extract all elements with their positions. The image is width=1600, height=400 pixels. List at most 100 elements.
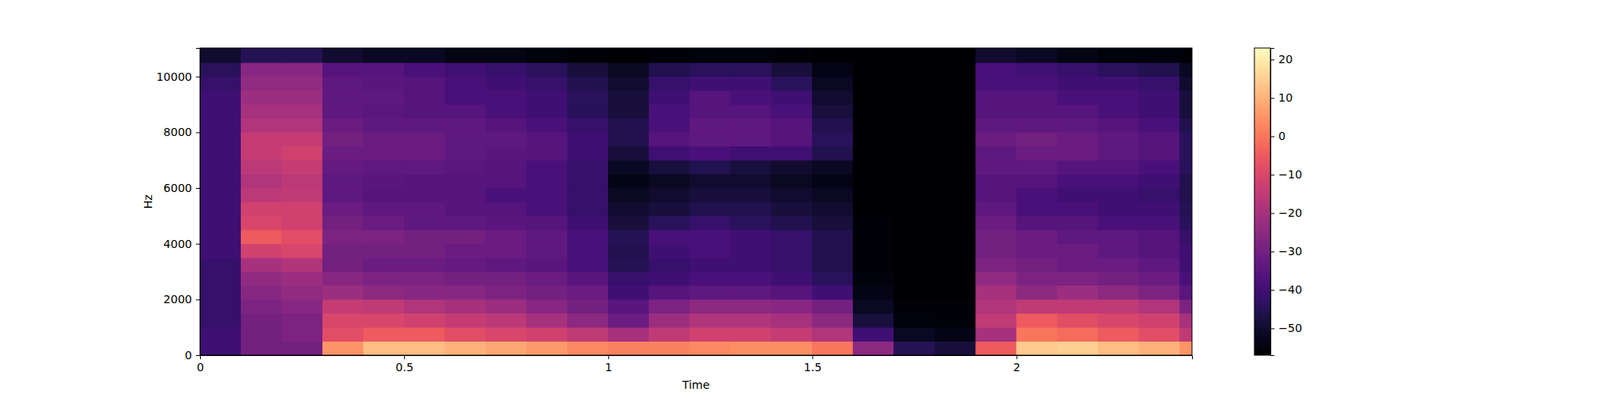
cell <box>608 201 649 216</box>
cell <box>567 160 608 174</box>
cell <box>1057 188 1099 202</box>
cell <box>893 48 935 63</box>
cell <box>608 216 649 230</box>
cell <box>404 216 445 230</box>
cell <box>485 76 527 91</box>
cell <box>526 272 568 286</box>
tick: 10 <box>1270 91 1293 104</box>
cell <box>1098 272 1140 286</box>
cell <box>852 118 894 132</box>
cell <box>322 132 364 146</box>
cell <box>608 257 649 272</box>
cell <box>1016 104 1058 119</box>
cell <box>976 132 1017 146</box>
cell <box>608 104 649 119</box>
cell <box>567 188 608 202</box>
cell <box>1139 104 1180 119</box>
cell <box>526 118 568 132</box>
cell <box>200 327 241 341</box>
cell <box>1098 118 1140 132</box>
cell <box>935 299 976 313</box>
cell <box>1057 313 1099 328</box>
cell <box>771 201 812 216</box>
cell <box>1139 160 1180 174</box>
cell <box>893 160 935 174</box>
cell <box>730 313 772 328</box>
cell <box>771 313 812 328</box>
cell <box>444 48 486 63</box>
cell <box>608 118 649 132</box>
cell <box>812 272 853 286</box>
cell <box>281 132 323 146</box>
cell <box>1180 132 1192 146</box>
tick: 0 <box>184 348 200 362</box>
cell <box>893 257 935 272</box>
cell <box>1180 146 1192 160</box>
cell <box>485 229 527 244</box>
cell <box>404 299 445 313</box>
cell <box>363 341 404 356</box>
cell <box>444 257 486 272</box>
cell <box>1057 257 1099 272</box>
cell <box>363 132 404 146</box>
cell <box>771 244 812 258</box>
cell <box>363 160 404 174</box>
cell <box>485 132 527 146</box>
tick-mark <box>196 132 200 133</box>
cell <box>485 90 527 104</box>
tick-label: 8000 <box>163 125 192 139</box>
tick-label: 0 <box>184 348 192 362</box>
cell <box>200 146 241 160</box>
cell <box>1016 299 1058 313</box>
cell <box>404 104 445 119</box>
tick-mark <box>608 355 609 360</box>
tick-label: −50 <box>1278 321 1303 335</box>
cell <box>689 216 731 230</box>
cell <box>648 90 690 104</box>
cell <box>935 76 976 91</box>
cell <box>935 90 976 104</box>
cell <box>1098 229 1140 244</box>
cell <box>322 299 364 313</box>
cell <box>240 299 282 313</box>
cell <box>976 48 1017 63</box>
cell <box>240 62 282 76</box>
cell <box>648 299 690 313</box>
cell <box>893 118 935 132</box>
cell <box>852 229 894 244</box>
cell <box>1098 257 1140 272</box>
cell <box>1057 118 1099 132</box>
tick: 4000 <box>163 237 200 251</box>
cell <box>322 257 364 272</box>
tick: 0 <box>1270 129 1286 143</box>
cell <box>485 272 527 286</box>
cell <box>404 327 445 341</box>
cell <box>1098 313 1140 328</box>
cell <box>485 62 527 76</box>
cell <box>200 62 241 76</box>
cell <box>1098 188 1140 202</box>
cell <box>485 146 527 160</box>
cell <box>1057 244 1099 258</box>
cell <box>1057 327 1099 341</box>
cell <box>363 272 404 286</box>
cell <box>567 76 608 91</box>
cell <box>485 160 527 174</box>
cell <box>567 201 608 216</box>
cell <box>322 201 364 216</box>
cell <box>526 76 568 91</box>
cell <box>526 201 568 216</box>
cell <box>404 160 445 174</box>
cell <box>281 285 323 300</box>
cell <box>281 174 323 188</box>
heatmap-cells <box>200 48 1192 356</box>
cell <box>689 174 731 188</box>
tick-mark <box>196 355 200 356</box>
tick: 10000 <box>156 70 200 84</box>
cell <box>893 90 935 104</box>
cell <box>322 229 364 244</box>
cell <box>1180 299 1192 313</box>
cell <box>444 201 486 216</box>
cell <box>771 76 812 91</box>
cell <box>1016 48 1058 63</box>
